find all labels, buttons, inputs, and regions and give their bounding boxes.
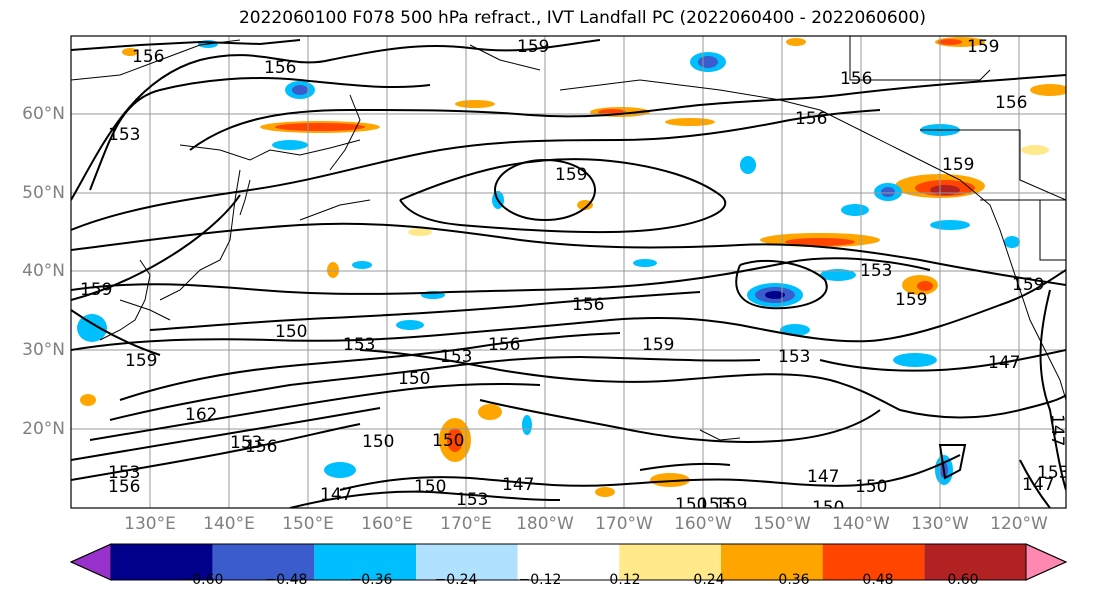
contour-label: 153 — [778, 347, 810, 367]
colorbar-tick-label: −0.48 — [264, 572, 308, 588]
colorbar-segment — [619, 544, 721, 580]
colorbar-segment — [314, 544, 416, 580]
colorbar-segment — [416, 544, 518, 580]
contour-label: 156 — [572, 295, 604, 315]
contour-label: 159 — [517, 37, 549, 57]
contour-label: 150 — [362, 432, 394, 452]
lon-label: 160°W — [674, 514, 732, 534]
contour-label: 153 — [108, 463, 140, 483]
lon-label: 140°W — [832, 514, 890, 534]
contour-label: 156 — [108, 477, 140, 497]
lon-label: 170°E — [440, 514, 492, 534]
contour-label: 159 — [715, 495, 747, 515]
contour-label: 159 — [642, 335, 674, 355]
contour-label: 156 — [840, 69, 872, 89]
contour-label: 153 — [108, 125, 140, 145]
contour-label: 153 — [1037, 463, 1069, 483]
contour-label: 147 — [807, 467, 839, 487]
lat-label: 40°N — [22, 261, 65, 281]
contour-label: 153 — [698, 495, 730, 515]
contour-label: 159 — [1012, 275, 1044, 295]
lon-label: 140°E — [203, 514, 255, 534]
contour-label: 159 — [125, 351, 157, 371]
contour-label: 150 — [675, 495, 707, 515]
colorbar-tick-label: −0.36 — [349, 572, 393, 588]
lon-label: 150°W — [753, 514, 811, 534]
contour-label: 159 — [895, 290, 927, 310]
contour-label: 153 — [440, 347, 472, 367]
colorbar-segment — [924, 544, 1026, 580]
plot-frame — [70, 35, 1067, 509]
lon-label: 170°W — [595, 514, 653, 534]
contour-label: 150 — [398, 369, 430, 389]
colorbar-segment — [721, 544, 823, 580]
contour-label: 159 — [80, 280, 112, 300]
contour-label: 156 — [995, 93, 1027, 113]
lon-label: 130°E — [124, 514, 176, 534]
lat-label: 20°N — [22, 419, 65, 439]
colorbar-extend-high — [1025, 543, 1068, 581]
gridlines — [71, 36, 1066, 508]
lat-label: 60°N — [22, 104, 65, 124]
contour-label: 147 — [502, 475, 534, 495]
contour-label: 159 — [967, 37, 999, 57]
colorbar-tick-label: 0.12 — [609, 572, 641, 588]
contour-label: 153 — [230, 433, 262, 453]
colorbar-extend-low — [69, 543, 112, 581]
contour-label: 156 — [264, 58, 296, 78]
colorbar-segment — [517, 544, 620, 580]
colorbar-segment — [111, 544, 213, 580]
lon-label: 120°W — [990, 514, 1048, 534]
colorbar — [69, 543, 1068, 581]
contour-label: 150 — [432, 431, 464, 451]
colorbar-tick-label: −0.12 — [518, 572, 562, 588]
contour-label: 153 — [343, 335, 375, 355]
contour-label: 159 — [942, 155, 974, 175]
colorbar-tick-label: 0.36 — [778, 572, 810, 588]
colorbar-tick-label: 0.48 — [862, 572, 894, 588]
colorbar-tick-label: −0.60 — [180, 572, 224, 588]
contour-label: 159 — [555, 165, 587, 185]
contour-label: 147 — [1022, 475, 1054, 495]
contour-label: 153 — [860, 261, 892, 281]
lon-label: 180°W — [516, 514, 574, 534]
coastlines — [71, 36, 1066, 441]
contour-label: 147 — [320, 485, 352, 505]
lat-label: 30°N — [22, 340, 65, 360]
contour-label: 162 — [185, 405, 217, 425]
colorbar-tick-label: 0.24 — [693, 572, 725, 588]
colorbar-tick-label: −0.24 — [434, 572, 478, 588]
colorbar-segment — [822, 544, 925, 580]
contour-label: 156 — [245, 437, 277, 457]
contour-label: 156 — [132, 47, 164, 67]
lat-label: 50°N — [22, 183, 65, 203]
colorbar-outline — [69, 543, 1068, 581]
contour-label: 147 — [1047, 414, 1067, 446]
contour-label: 150 — [275, 322, 307, 342]
contour-label: 147 — [988, 353, 1020, 373]
contour-lines — [71, 39, 1066, 508]
contour-label: 156 — [488, 335, 520, 355]
contour-label: 150 — [812, 498, 844, 518]
lon-label: 160°E — [361, 514, 413, 534]
lon-label: 130°W — [911, 514, 969, 534]
contour-labels: 156 159 156 153 156 159 156 159 156 159 … — [80, 37, 1069, 518]
map-title: 2022060100 F078 500 hPa refract., IVT La… — [238, 8, 926, 28]
contour-label: 156 — [795, 109, 827, 129]
contour-label: 150 — [414, 477, 446, 497]
lon-label: 150°E — [282, 514, 334, 534]
contour-label: 150 — [855, 477, 887, 497]
colorbar-segment — [212, 544, 315, 580]
contour-label: 153 — [456, 490, 488, 510]
colorbar-tick-label: 0.60 — [947, 572, 979, 588]
